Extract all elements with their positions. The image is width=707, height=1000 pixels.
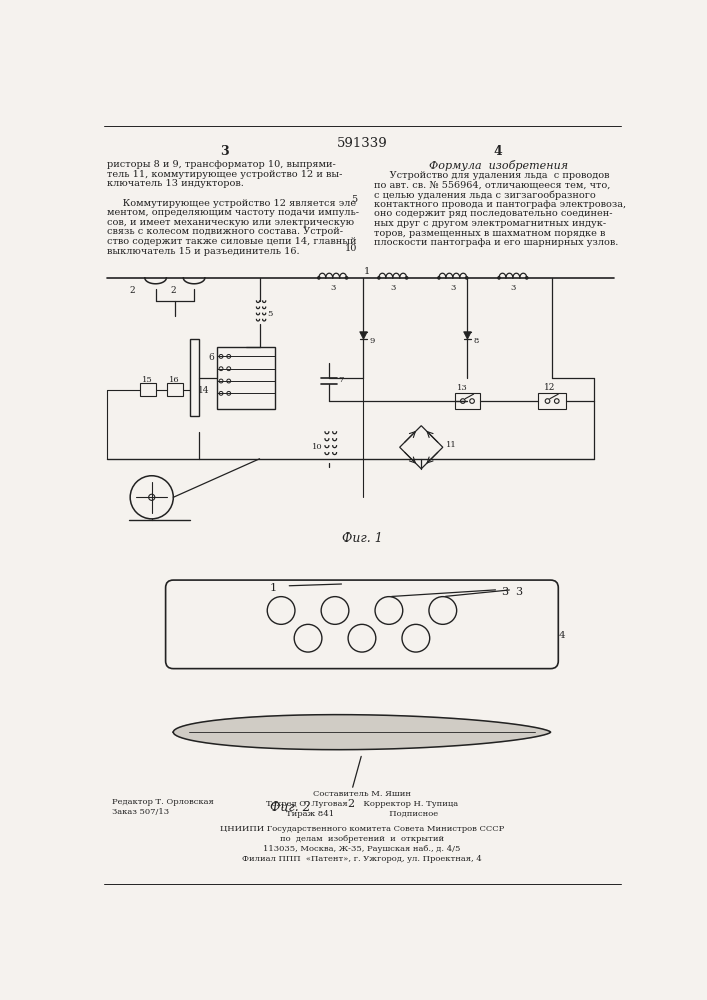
Text: Коммутирующее устройство 12 является эле: Коммутирующее устройство 12 является эле	[107, 199, 356, 208]
Circle shape	[405, 277, 408, 279]
Polygon shape	[464, 332, 472, 339]
Text: 1: 1	[364, 267, 370, 276]
Text: Составитель М. Яшин: Составитель М. Яшин	[313, 790, 411, 798]
Text: 9: 9	[370, 337, 375, 345]
Polygon shape	[173, 715, 551, 750]
Text: 1: 1	[270, 583, 277, 593]
Text: Устройство для удаления льда  с проводов: Устройство для удаления льда с проводов	[373, 171, 609, 180]
Polygon shape	[360, 332, 368, 339]
Text: Фиг. 2: Фиг. 2	[270, 801, 310, 814]
Text: с целью удаления льда с зигзагообразного: с целью удаления льда с зигзагообразного	[373, 190, 595, 200]
Text: торов, размещенных в шахматном порядке в: торов, размещенных в шахматном порядке в	[373, 229, 605, 238]
Text: 591339: 591339	[337, 137, 387, 150]
Bar	[190, 339, 199, 416]
Circle shape	[525, 277, 528, 279]
Text: ключатель 13 индукторов.: ключатель 13 индукторов.	[107, 179, 244, 188]
Circle shape	[375, 597, 403, 624]
Text: связь с колесом подвижного состава. Устрой-: связь с колесом подвижного состава. Устр…	[107, 227, 343, 236]
Circle shape	[465, 277, 468, 279]
Text: 3: 3	[390, 284, 395, 292]
Text: 15: 15	[141, 376, 153, 384]
Text: 5: 5	[351, 195, 357, 204]
Bar	[140, 383, 156, 396]
Text: оно содержит ряд последовательно соединен-: оно содержит ряд последовательно соедине…	[373, 209, 612, 218]
Text: выключатель 15 и разъединитель 16.: выключатель 15 и разъединитель 16.	[107, 247, 300, 256]
Circle shape	[438, 277, 440, 279]
Text: Формула  изобретения: Формула изобретения	[428, 160, 568, 171]
Text: 10: 10	[312, 443, 322, 451]
Text: тель 11, коммутирующее устройство 12 и вы-: тель 11, коммутирующее устройство 12 и в…	[107, 170, 342, 179]
Text: Техред О. Луговая      Корректор Н. Тупица: Техред О. Луговая Корректор Н. Тупица	[266, 800, 458, 808]
Text: ЦНИИПИ Государственного комитета Совета Министров СССР: ЦНИИПИ Государственного комитета Совета …	[220, 825, 504, 833]
Text: ментом, определяющим частоту подачи импуль-: ментом, определяющим частоту подачи импу…	[107, 208, 359, 217]
Text: 3: 3	[501, 587, 508, 597]
Text: 7: 7	[338, 376, 344, 384]
Circle shape	[321, 597, 349, 624]
Circle shape	[317, 277, 320, 279]
Text: Тираж 841                     Подписное: Тираж 841 Подписное	[286, 810, 438, 818]
Text: плоскости пантографа и его шарнирных узлов.: плоскости пантографа и его шарнирных узл…	[373, 238, 618, 247]
Text: 113035, Москва, Ж-35, Раушская наб., д. 4/5: 113035, Москва, Ж-35, Раушская наб., д. …	[263, 845, 461, 853]
Text: 2: 2	[129, 286, 135, 295]
Text: 10: 10	[345, 244, 357, 253]
Text: 14: 14	[198, 386, 209, 395]
Text: 3: 3	[450, 284, 455, 292]
Text: 2: 2	[347, 799, 354, 809]
Text: ристоры 8 и 9, трансформатор 10, выпрями-: ристоры 8 и 9, трансформатор 10, выпрями…	[107, 160, 336, 169]
Circle shape	[348, 624, 376, 652]
Circle shape	[429, 597, 457, 624]
Text: 2: 2	[170, 286, 176, 295]
Circle shape	[402, 624, 430, 652]
Circle shape	[378, 277, 380, 279]
Text: 3: 3	[515, 587, 522, 597]
Text: ство содержит также силовые цепи 14, главный: ство содержит также силовые цепи 14, гла…	[107, 237, 356, 246]
Text: 6: 6	[208, 353, 214, 362]
Bar	[538, 393, 566, 409]
Text: 13: 13	[457, 384, 467, 392]
Text: 16: 16	[169, 376, 180, 384]
Text: 4: 4	[559, 631, 565, 640]
Text: 12: 12	[544, 383, 556, 392]
Text: Филиал ППП  «Патент», г. Ужгород, ул. Проектная, 4: Филиал ППП «Патент», г. Ужгород, ул. Про…	[242, 855, 482, 863]
Text: 11: 11	[446, 441, 457, 449]
Text: по авт. св. № 556964, отличающееся тем, что,: по авт. св. № 556964, отличающееся тем, …	[373, 180, 610, 189]
FancyBboxPatch shape	[165, 580, 559, 669]
Circle shape	[267, 597, 295, 624]
Circle shape	[346, 277, 348, 279]
Text: 3: 3	[221, 145, 229, 158]
Text: Редактор Т. Орловская: Редактор Т. Орловская	[112, 798, 214, 806]
Bar	[167, 383, 182, 396]
Text: Заказ 507/13: Заказ 507/13	[112, 808, 169, 816]
Text: по  делам  изобретений  и  открытий: по делам изобретений и открытий	[280, 835, 444, 843]
Circle shape	[294, 624, 322, 652]
Bar	[217, 347, 275, 409]
Text: 3: 3	[330, 284, 335, 292]
Text: Фиг. 1: Фиг. 1	[341, 532, 382, 545]
Text: контактного провода и пантографа электровоза,: контактного провода и пантографа электро…	[373, 200, 626, 209]
Text: сов, и имеет механическую или электрическую: сов, и имеет механическую или электричес…	[107, 218, 354, 227]
Text: 3: 3	[510, 284, 515, 292]
Circle shape	[498, 277, 500, 279]
Text: 5: 5	[267, 310, 273, 318]
Text: 4: 4	[494, 145, 503, 158]
Bar	[455, 393, 480, 409]
Text: ных друг с другом электромагнитных индук-: ных друг с другом электромагнитных индук…	[373, 219, 606, 228]
Text: 8: 8	[474, 337, 479, 345]
